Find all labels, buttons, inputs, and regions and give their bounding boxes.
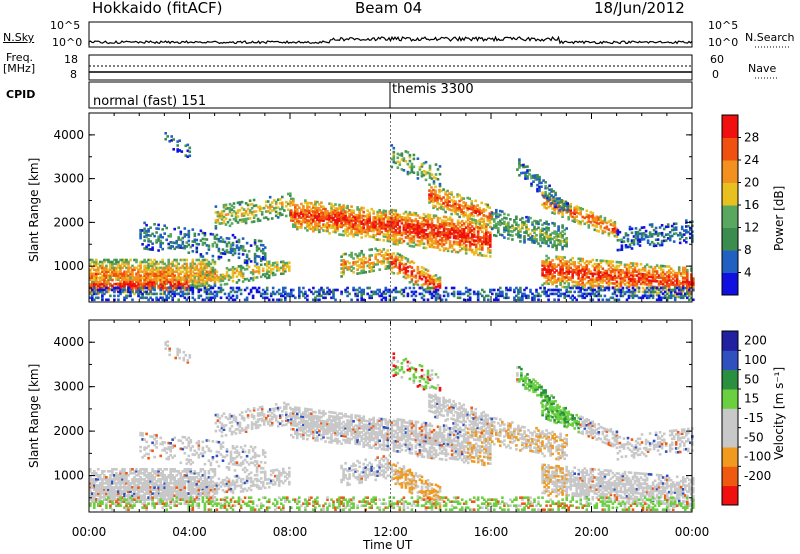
date-title: 18/Jun/2012 — [594, 0, 685, 17]
nsearch-bot-tick: 10^0 — [708, 36, 739, 49]
nave-label: Nave — [748, 62, 777, 75]
freq-label-2: [MHz] — [3, 62, 36, 75]
ytick-label: 4000 — [53, 128, 84, 142]
nave-bot-tick: 0 — [712, 68, 719, 81]
colorbar-swatch — [722, 115, 738, 138]
ytick-label: 2000 — [53, 424, 84, 438]
vel-panel: 1000 2000 3000 4000 00:00 04:00 08:00 12:00 16:0… — [53, 319, 710, 539]
freq-label-1: Freq. — [6, 51, 34, 64]
colorbar-tick-label: 16 — [744, 198, 759, 212]
colorbar-swatch — [722, 389, 738, 409]
cpid-exp-1: normal (fast) 151 — [93, 94, 207, 109]
colorbar-tick-label: 50 — [744, 372, 759, 386]
colorbar-swatch — [722, 447, 738, 467]
colorbar-swatch — [722, 369, 738, 390]
beam-title: Beam 04 — [355, 0, 423, 17]
ytick-label: 1000 — [53, 469, 84, 483]
xtick-label: 12:00 — [373, 525, 408, 539]
colorbar-swatch — [722, 227, 738, 251]
colorbar-swatch — [722, 182, 738, 206]
velocity-colorbar: 200 100 50 15 -15 -50 -100 -200 — [721, 330, 771, 506]
colorbar-swatch — [722, 160, 738, 183]
colorbar-tick-label: 200 — [744, 334, 767, 348]
colorbar-tick-label: 12 — [744, 221, 759, 235]
nsearch-top-tick: 10^5 — [708, 19, 739, 32]
colorbar-tick-label: 20 — [744, 176, 759, 190]
cpid-exp-2: themis 3300 — [392, 82, 474, 97]
colorbar-tick-label: -200 — [744, 469, 771, 483]
freq-top-tick: 18 — [64, 53, 78, 66]
colorbar-tick-label: 24 — [744, 153, 759, 167]
power-echoes — [89, 132, 695, 302]
nsky-top-tick: 10^5 — [50, 19, 81, 32]
vel-echoes — [89, 340, 695, 511]
xtick-label: 00:00 — [675, 525, 710, 539]
xtick-label: 08:00 — [273, 525, 308, 539]
ytick-label: 1000 — [53, 259, 84, 273]
cpid-label: CPID — [6, 88, 36, 101]
colorbar-tick-label: -15 — [744, 411, 764, 425]
ytick-label: 3000 — [53, 380, 84, 394]
nsky-bot-tick: 10^0 — [52, 36, 83, 49]
nsky-trace — [88, 35, 693, 45]
nsky-label: N.Sky — [3, 31, 35, 44]
station-title: Hokkaido (fitACF) — [92, 0, 223, 17]
colorbar-swatch — [722, 408, 738, 429]
nave-top-tick: 60 — [710, 53, 724, 66]
xaxis-title: Time UT — [363, 538, 413, 552]
colorbar-tick-label: 4 — [744, 266, 752, 280]
xtick-label: 16:00 — [474, 525, 509, 539]
colorbar-frame — [721, 330, 739, 506]
freq-bot-tick: 8 — [70, 68, 77, 81]
xtick-label: 04:00 — [172, 525, 207, 539]
nsearch-label: N.Search — [745, 31, 795, 44]
status-strips — [88, 21, 790, 109]
nsky-frame — [88, 21, 693, 48]
colorbar-swatch — [722, 272, 738, 296]
ytick-label: 4000 — [53, 335, 84, 349]
colorbar-tick-label: 8 — [744, 243, 752, 257]
power-panel: 1000 2000 3000 4000 — [53, 112, 695, 303]
colorbar-swatch — [722, 205, 738, 228]
colorbar-swatch — [722, 137, 738, 161]
ytick-label: 2000 — [53, 215, 84, 229]
colorbar-swatch — [722, 427, 738, 448]
colorbar-swatch — [722, 250, 738, 273]
colorbar-swatch — [722, 485, 738, 506]
colorbar-swatch — [722, 466, 738, 487]
colorbar-tick-label: 100 — [744, 353, 767, 367]
colorbar-tick-label: -100 — [744, 450, 771, 464]
colorbar-tick-label: 28 — [744, 131, 759, 145]
colorbar-swatch — [722, 331, 738, 351]
power-colorbar: 4 8 12 16 20 24 28 — [721, 114, 759, 296]
colorbar-tick-label: 15 — [744, 392, 759, 406]
colorbar-tick-label: -50 — [744, 430, 764, 444]
xtick-label: 00:00 — [72, 525, 107, 539]
colorbar-swatch — [722, 350, 738, 371]
freq-frame — [88, 54, 693, 81]
ytick-label: 3000 — [53, 172, 84, 186]
xtick-label: 20:00 — [574, 525, 609, 539]
